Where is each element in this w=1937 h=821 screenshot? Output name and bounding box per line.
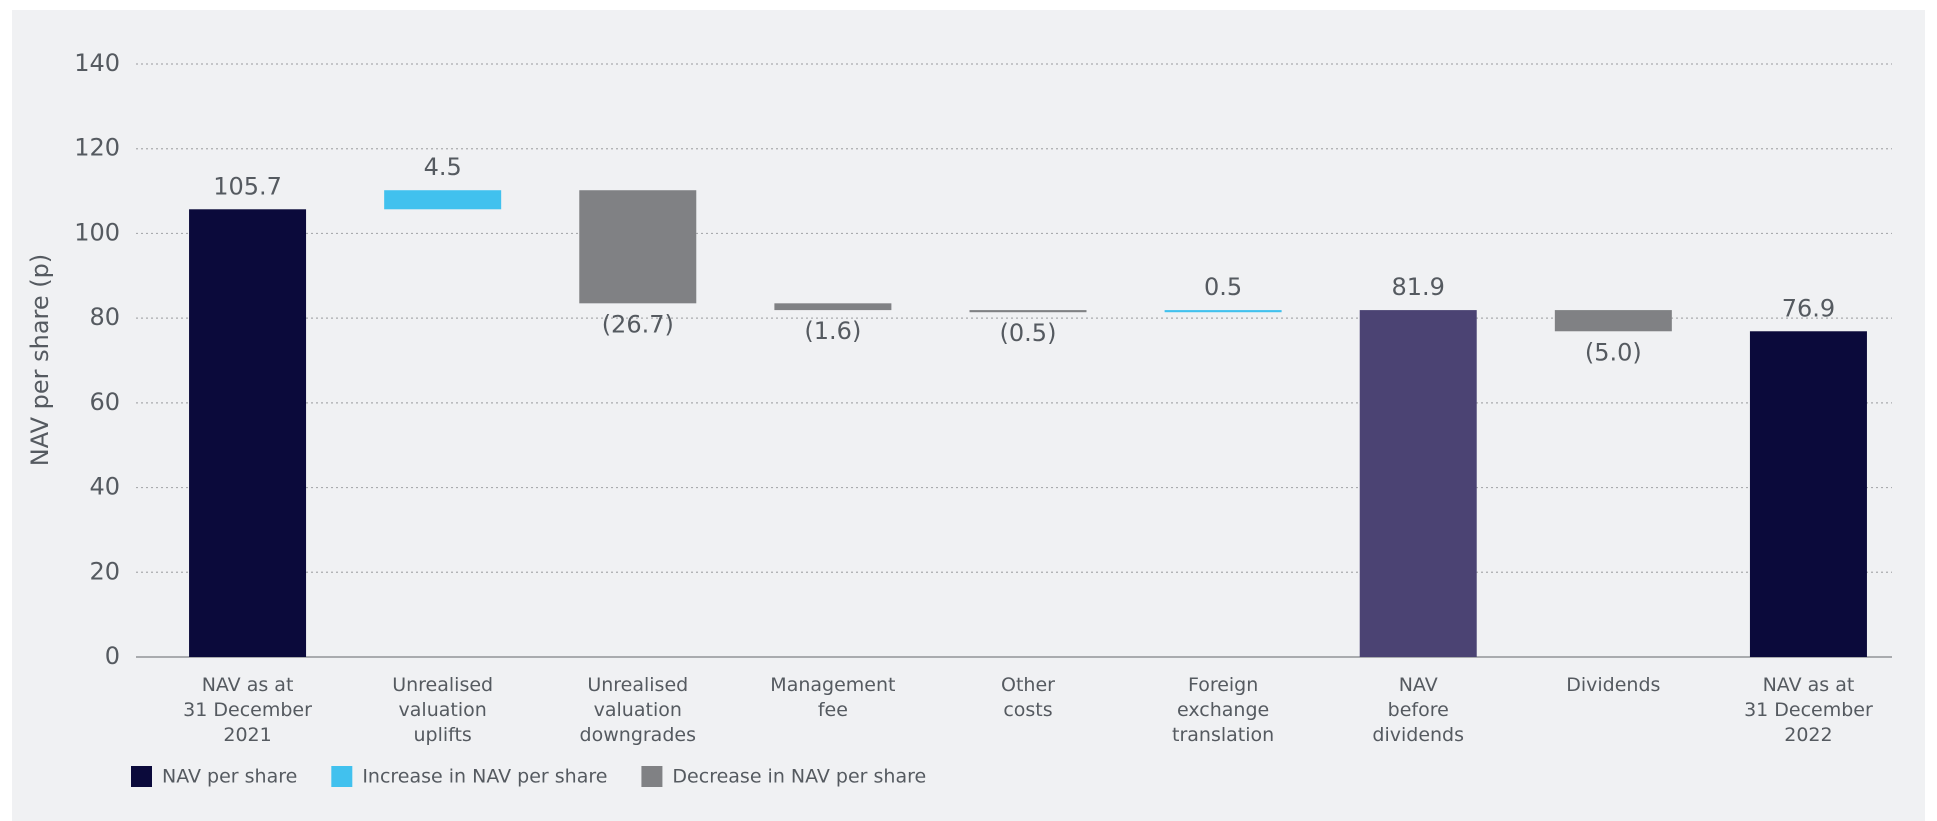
bar bbox=[1749, 331, 1867, 657]
bar bbox=[1359, 310, 1477, 657]
x-tick-label: Other costs bbox=[1001, 674, 1055, 721]
value-label: 4.5 bbox=[424, 153, 462, 181]
bar bbox=[969, 310, 1087, 313]
legend-label: NAV per share bbox=[162, 766, 297, 788]
x-tick-label: Foreign exchange translation bbox=[1172, 674, 1274, 746]
legend-swatch bbox=[131, 766, 152, 787]
y-axis-title: NAV per share (p) bbox=[26, 254, 54, 467]
x-tick-label: NAV as at 31 December 2021 bbox=[183, 674, 312, 746]
x-tick-label-line: downgrades bbox=[580, 724, 696, 746]
legend-swatch bbox=[331, 766, 353, 787]
x-tick-label-line: 31 December bbox=[1744, 699, 1873, 721]
x-tick-label: NAV as at 31 December 2022 bbox=[1744, 674, 1873, 746]
x-tick-label: NAV before dividends bbox=[1372, 674, 1464, 746]
y-tick-label: 80 bbox=[89, 303, 120, 331]
y-tick-label: 40 bbox=[89, 473, 120, 501]
x-tick-label-line: dividends bbox=[1372, 724, 1464, 746]
x-tick-label: Dividends bbox=[1566, 674, 1660, 696]
bar bbox=[1554, 310, 1672, 332]
x-tick-label-line: Unrealised bbox=[587, 674, 688, 696]
bar bbox=[384, 190, 502, 210]
x-tick-label: Management fee bbox=[770, 674, 895, 721]
value-label: (5.0) bbox=[1585, 338, 1642, 366]
x-tick-label-line: exchange bbox=[1177, 699, 1269, 721]
value-label: 0.5 bbox=[1204, 273, 1242, 301]
value-label: 76.9 bbox=[1782, 294, 1835, 322]
value-label: (1.6) bbox=[804, 317, 861, 345]
x-tick-label-line: valuation bbox=[594, 699, 682, 721]
bar bbox=[189, 209, 307, 657]
x-tick-label-line: costs bbox=[1003, 699, 1052, 721]
y-tick-label: 100 bbox=[74, 218, 120, 246]
x-tick-label-line: NAV bbox=[1399, 674, 1438, 696]
y-tick-label: 0 bbox=[105, 642, 120, 670]
value-label: 81.9 bbox=[1392, 273, 1445, 301]
x-tick-label-line: uplifts bbox=[413, 724, 471, 746]
value-label: (0.5) bbox=[1000, 319, 1057, 347]
x-tick-label-line: Unrealised bbox=[392, 674, 493, 696]
x-tick-label-line: NAV as at bbox=[202, 674, 294, 696]
x-tick-label: Unrealised valuation uplifts bbox=[392, 674, 493, 746]
legend-label: Increase in NAV per share bbox=[362, 766, 607, 788]
chart-background bbox=[12, 10, 1925, 821]
x-tick-label-line: valuation bbox=[399, 699, 487, 721]
y-tick-label: 60 bbox=[89, 388, 120, 416]
x-tick-label-line: 31 December bbox=[183, 699, 312, 721]
value-label: 105.7 bbox=[213, 172, 282, 200]
y-tick-label: 20 bbox=[89, 557, 120, 585]
x-tick-label-line: Management bbox=[770, 674, 895, 696]
x-tick-label-line: Other bbox=[1001, 674, 1055, 696]
legend-swatch bbox=[641, 766, 663, 787]
bar bbox=[1164, 310, 1282, 313]
legend-label: Decrease in NAV per share bbox=[672, 766, 926, 788]
x-tick-label-line: Foreign bbox=[1188, 674, 1258, 696]
x-tick-label-line: translation bbox=[1172, 724, 1274, 746]
x-tick-label-line: before bbox=[1388, 699, 1449, 721]
x-tick-label-line: 2022 bbox=[1784, 724, 1832, 746]
bar bbox=[774, 303, 892, 311]
x-tick-label-line: NAV as at bbox=[1763, 674, 1855, 696]
x-tick-label-line: 2021 bbox=[223, 724, 271, 746]
value-label: (26.7) bbox=[602, 310, 674, 338]
bar bbox=[579, 190, 697, 304]
x-tick-label-line: Dividends bbox=[1566, 674, 1660, 696]
x-tick-label: Unrealised valuation downgrades bbox=[580, 674, 696, 746]
y-tick-label: 140 bbox=[74, 49, 120, 77]
x-tick-label-line: fee bbox=[818, 699, 848, 721]
y-tick-label: 120 bbox=[74, 134, 120, 162]
